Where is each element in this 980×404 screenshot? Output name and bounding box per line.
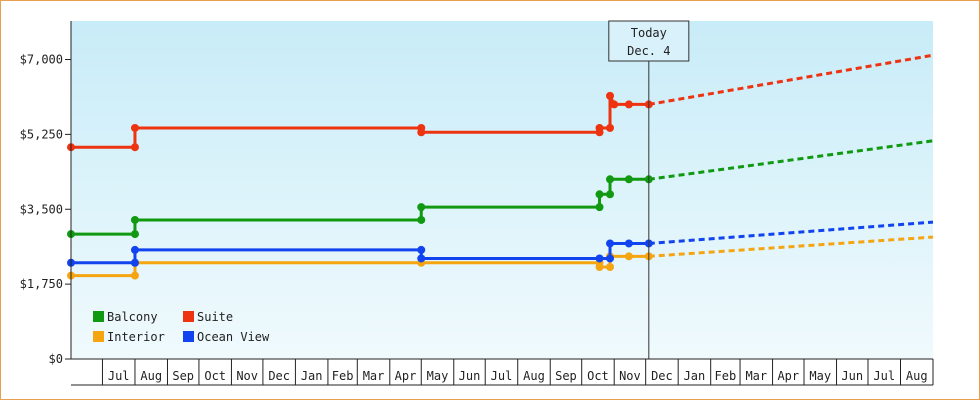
- data-point-interior: [130, 271, 139, 280]
- series-line-ocean-view: [71, 241, 649, 265]
- x-tick-label: Jul: [873, 369, 895, 383]
- data-point-balcony: [595, 190, 604, 199]
- legend-swatch-ocean-view: [183, 331, 194, 342]
- data-point-ocean-view: [606, 239, 615, 248]
- y-tick-label: $3,500: [20, 202, 63, 216]
- legend-swatch-balcony: [93, 311, 104, 322]
- data-point-suite: [130, 123, 139, 132]
- x-tick-label: Apr: [395, 369, 417, 383]
- data-point-interior: [624, 252, 633, 261]
- y-tick-label: $0: [49, 352, 63, 366]
- x-tick-label: Oct: [204, 369, 226, 383]
- today-marker: Today Dec. 4: [608, 20, 690, 359]
- data-point-balcony: [130, 215, 139, 224]
- x-tick-label: Jan: [684, 369, 706, 383]
- plot-background: [71, 21, 933, 359]
- series-projection-ocean-view: [648, 220, 934, 245]
- legend-swatch-suite: [183, 311, 194, 322]
- x-tick-label: Nov: [619, 369, 641, 383]
- x-tick-label: Sep: [172, 369, 194, 383]
- x-tick-label: Aug: [523, 369, 545, 383]
- legend: Balcony Suite Interior Ocean View: [93, 310, 270, 344]
- data-point-suite: [130, 143, 139, 152]
- data-point-ocean-view: [417, 245, 426, 254]
- data-point-ocean-view: [606, 254, 615, 263]
- x-tick-label: Jun: [459, 369, 481, 383]
- x-tick-label: Oct: [587, 369, 609, 383]
- legend-swatch-interior: [93, 331, 104, 342]
- data-point-suite: [624, 100, 633, 109]
- today-date: Dec. 4: [627, 44, 670, 58]
- x-tick-label: Mar: [745, 369, 767, 383]
- y-tick-label: $7,000: [20, 53, 63, 67]
- x-tick-label: Apr: [777, 369, 799, 383]
- x-tick-label: Nov: [236, 369, 258, 383]
- today-label: Today: [631, 26, 667, 40]
- legend-label-suite: Suite: [197, 310, 233, 324]
- x-tick-label: Dec: [651, 369, 673, 383]
- x-tick-label: Aug: [906, 369, 928, 383]
- y-tick-label: $5,250: [20, 127, 63, 141]
- legend-label-balcony: Balcony: [107, 310, 158, 324]
- data-point-ocean-view: [130, 245, 139, 254]
- plot-area: [71, 21, 933, 359]
- data-point-balcony: [417, 203, 426, 212]
- data-point-ocean-view: [595, 254, 604, 263]
- legend-label-interior: Interior: [107, 330, 165, 344]
- x-tick-label: Jul: [108, 369, 130, 383]
- x-tick-label: Mar: [363, 369, 385, 383]
- x-tick-label: Jan: [301, 369, 323, 383]
- x-tick-label: Feb: [715, 369, 737, 383]
- data-point-balcony: [624, 175, 633, 184]
- x-tick-label: Dec: [268, 369, 290, 383]
- series-layer: [67, 53, 934, 280]
- legend-label-ocean-view: Ocean View: [197, 330, 270, 344]
- x-tick-label: Jul: [491, 369, 513, 383]
- data-point-ocean-view: [130, 258, 139, 267]
- data-point-suite: [595, 123, 604, 132]
- data-point-ocean-view: [417, 254, 426, 263]
- x-tick-label: Aug: [140, 369, 162, 383]
- data-point-balcony: [130, 230, 139, 239]
- x-tick-label: Jun: [841, 369, 863, 383]
- data-point-suite: [606, 91, 615, 100]
- series-projection-balcony: [648, 139, 934, 181]
- data-point-suite: [606, 123, 615, 132]
- data-point-suite: [610, 100, 619, 109]
- x-tick-label: May: [427, 369, 449, 383]
- data-point-balcony: [606, 190, 615, 199]
- data-point-balcony: [595, 203, 604, 212]
- series-projection-suite: [648, 53, 934, 106]
- data-point-ocean-view: [624, 239, 633, 248]
- x-tick-label: Feb: [332, 369, 354, 383]
- series-projection-interior: [648, 235, 934, 258]
- data-point-suite: [417, 128, 426, 137]
- y-tick-label: $1,750: [20, 277, 63, 291]
- today-box: [608, 20, 690, 62]
- data-point-interior: [595, 263, 604, 272]
- x-tick-label: May: [809, 369, 831, 383]
- data-point-balcony: [606, 175, 615, 184]
- x-tick-label: Sep: [555, 369, 577, 383]
- data-point-interior: [606, 263, 615, 272]
- axis-layer: $0 $1,750 $3,500 $5,250 $7,000 Jul Aug Sep Oct No…: [20, 21, 934, 386]
- data-point-balcony: [417, 215, 426, 224]
